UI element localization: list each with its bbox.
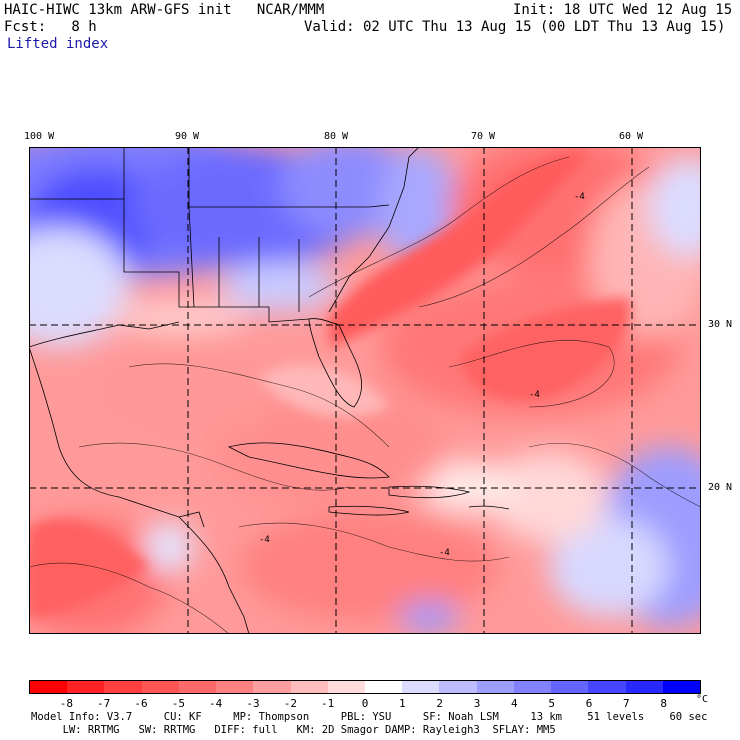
color-scale-segment: [625, 681, 663, 693]
color-scale-segment: [476, 681, 514, 693]
lon-label-90w: 90 W: [175, 131, 200, 142]
lat-label-30n: 30 N: [708, 319, 733, 330]
color-scale-tick: 4: [511, 697, 518, 710]
color-scale-segment: [30, 681, 68, 693]
color-scale-segment: [104, 681, 142, 693]
contour-label-group: -4 -4 -4 -4: [259, 192, 585, 558]
contour-label: -4: [574, 192, 585, 202]
color-scale-segment: [253, 681, 291, 693]
map-border: [29, 147, 701, 634]
color-scale-unit: °C: [696, 694, 709, 705]
color-scale-segment: [290, 681, 328, 693]
color-scale-tick: -1: [321, 697, 335, 710]
color-scale-segment: [662, 681, 700, 693]
model-title: HAIC-HIWC 13km ARW-GFS init NCAR/MMM: [4, 2, 325, 18]
lifted-index-map: -4 -4 -4 -4: [29, 147, 701, 634]
color-scale-tick: -2: [283, 697, 297, 710]
contour-label: -4: [439, 548, 450, 558]
contour-lines: [29, 156, 701, 634]
color-scale-segment: [402, 681, 440, 693]
color-scale-tick: -6: [134, 697, 148, 710]
color-scale-segment: [327, 681, 365, 693]
color-scale-segment: [551, 681, 589, 693]
init-time: Init: 18 UTC Wed 12 Aug 15: [513, 2, 733, 18]
map-canvas: -4 -4 -4 -4: [29, 147, 701, 634]
color-scale-tick: -4: [209, 697, 223, 710]
color-scale-bar: [29, 680, 701, 694]
lon-label-100w: 100 W: [24, 131, 55, 142]
color-scale-segment: [513, 681, 552, 693]
color-scale-segment: [178, 681, 217, 693]
color-scale-segment: [588, 681, 626, 693]
lat-label-20n: 20 N: [708, 482, 733, 493]
color-scale-segment: [67, 681, 105, 693]
color-scale-tick: 6: [585, 697, 593, 710]
lon-label-80w: 80 W: [324, 131, 349, 142]
color-scale-tick: 5: [548, 697, 555, 710]
color-scale-segment: [141, 681, 179, 693]
shaded-bands: [29, 151, 631, 617]
color-scale-tick: -3: [246, 697, 260, 710]
valid-time: Valid: 02 UTC Thu 13 Aug 15 (00 LDT Thu …: [304, 19, 726, 35]
contour-label: -4: [529, 390, 540, 400]
color-scale-tick: -8: [59, 697, 73, 710]
color-scale-tick: 3: [473, 697, 481, 710]
color-scale-tick: 1: [399, 697, 406, 710]
color-scale-tick: -7: [97, 697, 111, 710]
color-scale-tick: 2: [436, 697, 443, 710]
color-scale-segment: [364, 681, 403, 693]
graticule: [29, 147, 701, 634]
color-scale-segment: [216, 681, 254, 693]
model-info-line2: LW: RRTMG SW: RRTMG DIFF: full KM: 2D Sm…: [31, 724, 556, 736]
color-scale-tick: -5: [171, 697, 185, 710]
model-info-line1: Model Info: V3.7 CU: KF MP: Thompson PBL…: [31, 711, 708, 723]
lon-label-60w: 60 W: [619, 131, 644, 142]
contour-label: -4: [259, 535, 270, 545]
color-scale-tick: 0: [361, 697, 369, 710]
color-scale-segment: [439, 681, 477, 693]
coastlines: [29, 147, 510, 634]
color-scale-tick: 8: [660, 697, 667, 710]
field-name: Lifted index: [7, 36, 109, 52]
forecast-hour: Fcst: 8 h: [4, 19, 97, 35]
color-scale-tick: 7: [623, 697, 630, 710]
lon-label-70w: 70 W: [471, 131, 496, 142]
